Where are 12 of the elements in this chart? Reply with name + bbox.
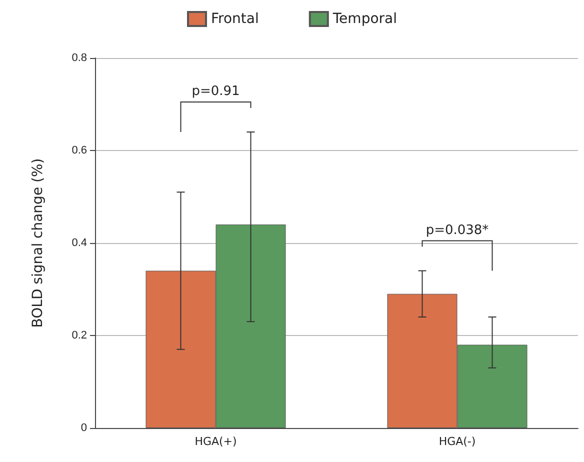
legend-label: Frontal xyxy=(211,11,259,27)
y-tick-label: 0.8 xyxy=(72,52,87,64)
x-tick-label: HGA(+) xyxy=(194,435,237,448)
annotation: p=0.038* xyxy=(426,222,490,238)
annotation: p=0.91 xyxy=(192,84,240,99)
y-tick-label: 0 xyxy=(80,422,87,434)
y-tick-label: 0.2 xyxy=(72,330,87,342)
y-axis-title: BOLD signal change (%) xyxy=(30,158,46,328)
legend-label: Temporal xyxy=(332,11,397,27)
x-tick-label: HGA(-) xyxy=(438,435,476,448)
y-tick-label: 0.6 xyxy=(72,144,87,156)
y-tick-label: 0.4 xyxy=(72,237,87,249)
